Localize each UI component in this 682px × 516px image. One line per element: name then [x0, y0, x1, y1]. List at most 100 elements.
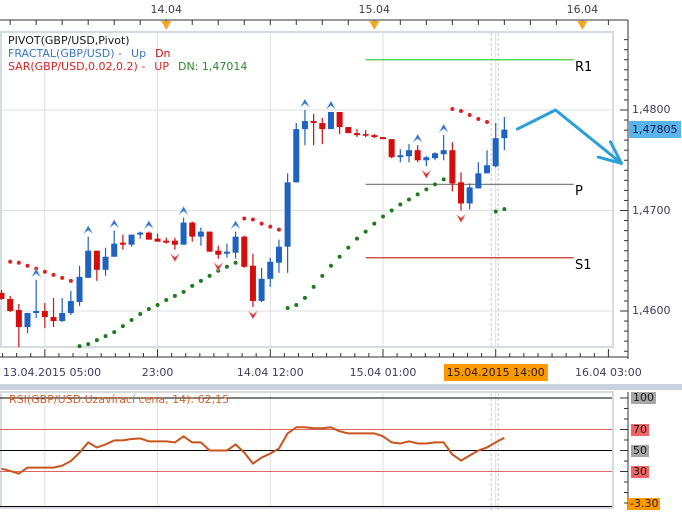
legend-fractal[interactable]: FRACTAL(GBP/USD) - Up Dn: [8, 47, 171, 60]
candle-bullish[interactable]: [76, 276, 83, 302]
candle-bearish[interactable]: [171, 240, 178, 245]
trend-arrow-annotation[interactable]: [515, 108, 623, 165]
candle-bullish[interactable]: [484, 165, 491, 174]
candle-bearish[interactable]: [189, 222, 196, 237]
sar-dot-up: [459, 109, 464, 114]
sar-dot-dn: [146, 306, 151, 311]
candle-bullish[interactable]: [293, 129, 300, 183]
panel-splitter[interactable]: [0, 384, 682, 390]
candle-bullish[interactable]: [24, 313, 31, 328]
candle-bullish[interactable]: [405, 150, 412, 157]
sar-dot-dn: [138, 312, 143, 317]
rsi-title[interactable]: RSI(GBP/USD.Uzavírací cena, 14): 62,15: [9, 393, 230, 406]
candle-bullish[interactable]: [267, 261, 274, 279]
candle-bearish[interactable]: [414, 150, 421, 161]
candle-bearish[interactable]: [379, 137, 386, 140]
candle-bullish[interactable]: [180, 222, 187, 245]
sar-dot-up: [16, 260, 21, 265]
candle-bullish[interactable]: [440, 150, 447, 155]
sar-dot-dn: [190, 283, 195, 288]
sar-dot-up: [242, 216, 247, 221]
candle-bearish[interactable]: [345, 127, 352, 134]
candle-bearish[interactable]: [41, 311, 48, 318]
current-price-badge: 1,47805: [629, 121, 681, 139]
sar-dot-dn: [77, 344, 82, 349]
rsi-line[interactable]: [1, 426, 505, 475]
bottom-axis-label: 16.04 03:00: [575, 366, 642, 379]
candle-bearish[interactable]: [371, 135, 378, 138]
sar-dot-dn: [86, 342, 91, 347]
candle-bearish[interactable]: [7, 298, 14, 311]
candle-bullish[interactable]: [232, 236, 239, 253]
sar-dot-dn: [441, 177, 446, 182]
candle-bearish[interactable]: [15, 309, 22, 328]
legend-sar-up: UP: [154, 60, 169, 73]
candle-bearish[interactable]: [353, 133, 360, 136]
sar-dot-dn: [433, 182, 437, 187]
sar-dot-dn: [103, 334, 108, 339]
candle-bearish[interactable]: [336, 112, 343, 128]
candle-bullish[interactable]: [67, 300, 74, 314]
candle-bullish[interactable]: [59, 313, 66, 322]
candle-bearish[interactable]: [215, 250, 222, 255]
candle-bullish[interactable]: [423, 157, 430, 161]
sar-dot-up: [276, 227, 281, 232]
candle-bullish[interactable]: [33, 311, 40, 314]
price-plot-area[interactable]: [0, 31, 614, 348]
candle-bullish[interactable]: [327, 112, 334, 130]
candle-bullish[interactable]: [102, 256, 109, 270]
rsi-axis-label: 30: [631, 464, 649, 478]
candle-bullish[interactable]: [128, 234, 135, 245]
rsi-axis-label: 50: [631, 443, 649, 457]
candle-bullish[interactable]: [397, 155, 404, 158]
candle-bearish[interactable]: [206, 231, 213, 252]
candle-bullish[interactable]: [492, 138, 499, 167]
candle-bullish[interactable]: [111, 243, 118, 257]
sar-dot-up: [450, 106, 455, 111]
candle-bearish[interactable]: [145, 232, 152, 240]
bottom-axis-label-highlighted[interactable]: 15.04.2015 14:00: [443, 364, 548, 381]
day-marker-icon: [369, 21, 380, 30]
pivot-label-r1: R1: [575, 59, 593, 75]
candle-bearish[interactable]: [319, 123, 326, 130]
candle-bullish[interactable]: [197, 231, 204, 237]
candle-bearish[interactable]: [50, 317, 57, 322]
fractal-up-icon: [438, 123, 449, 133]
candle-bearish[interactable]: [0, 292, 5, 299]
candle-bullish[interactable]: [301, 121, 308, 130]
candle-bullish[interactable]: [258, 278, 265, 301]
candle-bearish[interactable]: [154, 238, 161, 242]
fractal-down-icon: [170, 253, 180, 263]
candle-bullish[interactable]: [85, 250, 92, 278]
sar-dot-dn: [285, 305, 290, 310]
candle-bearish[interactable]: [241, 236, 248, 267]
candle-bearish[interactable]: [119, 242, 126, 245]
candle-bearish[interactable]: [388, 139, 395, 158]
candle-bullish[interactable]: [475, 173, 482, 189]
legend-sar[interactable]: SAR(GBP/USD,0.02,0.2) - UP DN: 1,47014: [8, 60, 247, 73]
candle-bullish[interactable]: [137, 232, 144, 235]
candle-bearish[interactable]: [362, 134, 369, 136]
fractal-up-icon: [109, 218, 119, 228]
sar-dot-up: [485, 120, 490, 125]
fractal-down-icon: [213, 262, 224, 272]
legend-fractal-dn: Dn: [155, 47, 171, 60]
candle-bullish[interactable]: [432, 153, 438, 159]
candle-bearish[interactable]: [449, 150, 456, 184]
candle-bullish[interactable]: [501, 129, 508, 139]
rsi-axis-label: -3.30: [628, 497, 661, 510]
candle-bearish[interactable]: [93, 250, 100, 270]
arrow-head: [596, 155, 623, 165]
candle-bullish[interactable]: [466, 187, 473, 204]
candle-bearish[interactable]: [163, 240, 170, 243]
legend-pivot[interactable]: PIVOT(GBP/USD,Pivot): [8, 34, 130, 47]
sar-dot-up: [60, 275, 65, 280]
candle-bearish[interactable]: [310, 121, 317, 124]
candle-bullish[interactable]: [275, 246, 282, 263]
candle-bearish[interactable]: [249, 265, 256, 301]
candle-bullish[interactable]: [284, 182, 291, 247]
candle-bullish[interactable]: [223, 251, 230, 254]
candle-bearish[interactable]: [458, 182, 465, 204]
